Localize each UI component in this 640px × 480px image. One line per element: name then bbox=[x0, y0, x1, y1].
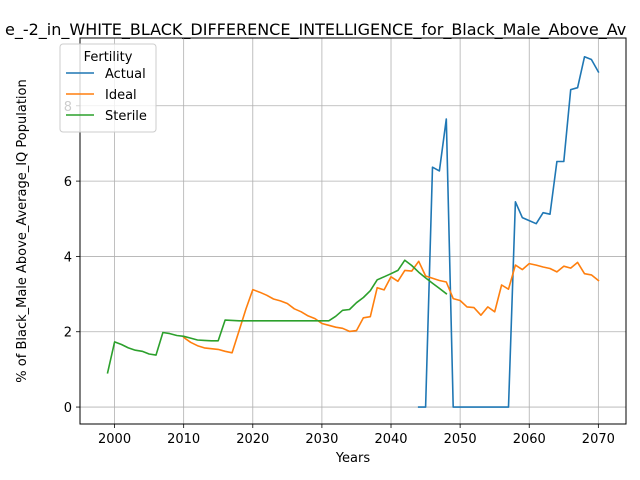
x-tick-label: 2040 bbox=[374, 432, 407, 447]
series-line-ideal bbox=[182, 260, 600, 354]
x-tick-label: 2070 bbox=[582, 432, 615, 447]
x-axis-label: Years bbox=[335, 451, 371, 466]
chart-title: e_-2_in_WHITE_BLACK_DIFFERENCE_INTELLIGE… bbox=[5, 20, 626, 40]
x-axis-ticks: 2000 2010 2020 2030 2040 2050 2060 2070 bbox=[98, 424, 615, 447]
x-tick-label: 2000 bbox=[98, 432, 131, 447]
plot-lines bbox=[106, 55, 600, 408]
y-axis-label: % of Black_Male Above_Average_IQ Populat… bbox=[15, 79, 30, 382]
x-tick-label: 2030 bbox=[305, 432, 338, 447]
x-tick-label: 2060 bbox=[513, 432, 546, 447]
legend-box bbox=[59, 43, 157, 133]
y-tick-label: 4 bbox=[64, 250, 72, 265]
legend-label-ideal: Ideal bbox=[105, 88, 137, 103]
legend-title: Fertility bbox=[84, 50, 133, 65]
x-tick-label: 2020 bbox=[236, 432, 269, 447]
x-tick-label: 2010 bbox=[167, 432, 200, 447]
legend: Fertility Actual Ideal Sterile bbox=[59, 43, 157, 133]
x-tick-label: 2050 bbox=[444, 432, 477, 447]
y-tick-label: 0 bbox=[64, 401, 72, 416]
legend-entries: Actual Ideal Sterile bbox=[66, 67, 147, 124]
legend-label-actual: Actual bbox=[105, 67, 146, 82]
series-line-sterile bbox=[106, 259, 448, 374]
y-tick-label: 2 bbox=[64, 326, 72, 341]
series-line-actual bbox=[417, 55, 600, 408]
legend-label-sterile: Sterile bbox=[105, 109, 147, 124]
y-tick-label: 6 bbox=[64, 175, 72, 190]
plot-frame bbox=[79, 37, 627, 425]
